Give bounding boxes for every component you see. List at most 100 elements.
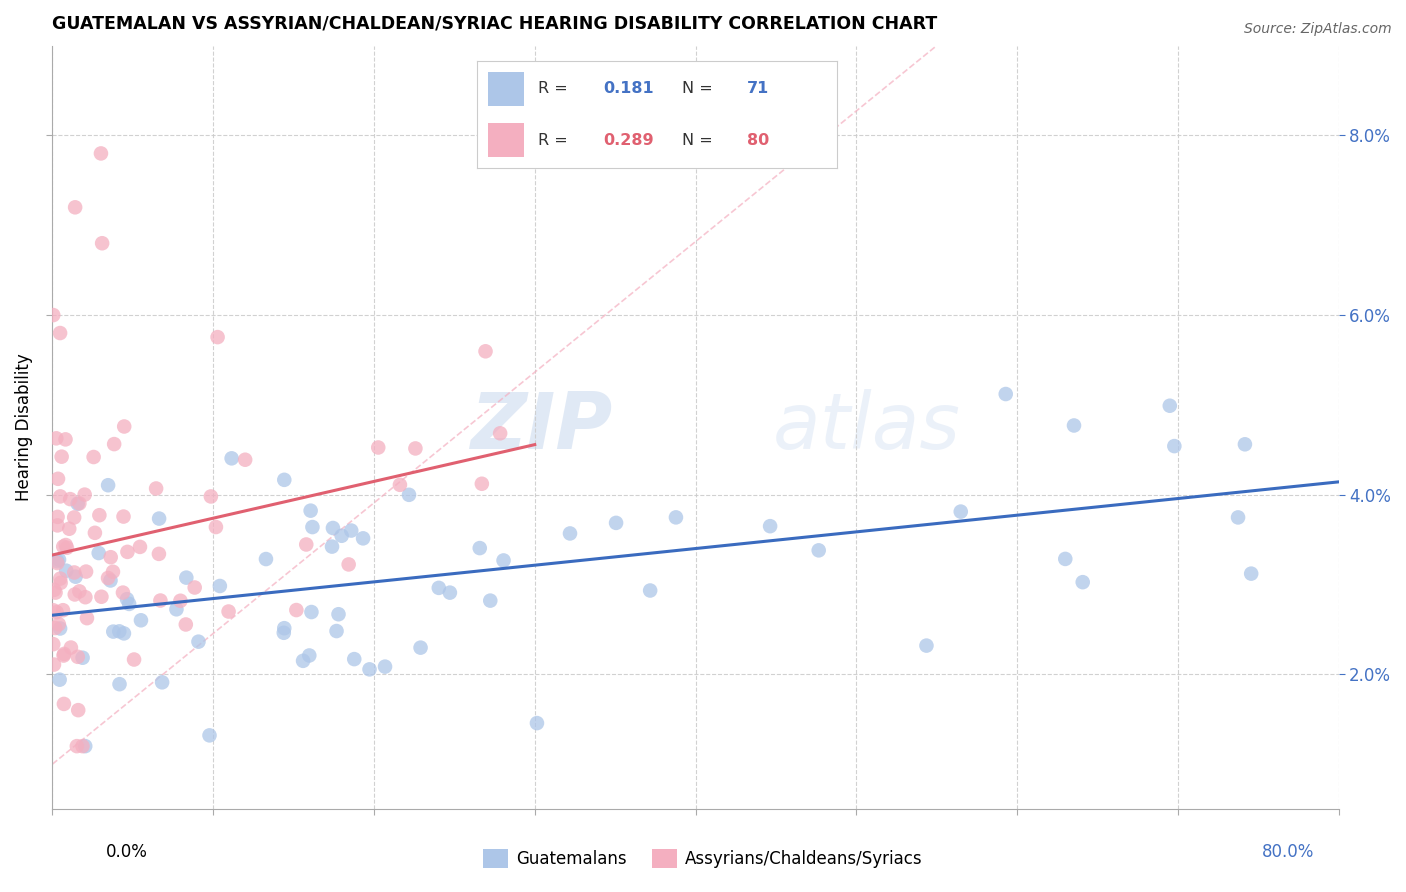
Point — [48, 673, 70, 687]
Point — [72, 650, 94, 665]
Text: Source: ZipAtlas.com: Source: ZipAtlas.com — [1244, 22, 1392, 37]
Point — [75, 739, 97, 753]
Point — [492, 553, 515, 567]
Point — [343, 652, 366, 666]
Point — [97, 478, 120, 492]
Point — [526, 716, 548, 731]
Point — [1063, 418, 1085, 433]
Point — [90, 146, 112, 161]
Point — [915, 639, 938, 653]
Point — [42, 657, 65, 672]
Point — [115, 592, 138, 607]
Point — [174, 617, 197, 632]
Point — [1071, 575, 1094, 590]
Point — [254, 552, 277, 566]
Point — [112, 509, 135, 524]
Point — [337, 558, 360, 572]
Point — [207, 330, 229, 344]
Point — [150, 675, 173, 690]
Point — [66, 739, 89, 753]
Y-axis label: Hearing Disability: Hearing Disability — [15, 353, 32, 501]
Point — [49, 575, 72, 590]
Text: GUATEMALAN VS ASSYRIAN/CHALDEAN/SYRIAC HEARING DISABILITY CORRELATION CHART: GUATEMALAN VS ASSYRIAN/CHALDEAN/SYRIAC H… — [52, 15, 938, 33]
Text: 80.0%: 80.0% — [1263, 843, 1315, 861]
Point — [66, 497, 89, 511]
Point — [72, 739, 94, 753]
Point — [73, 487, 96, 501]
Point — [55, 564, 77, 578]
Point — [474, 344, 496, 359]
Point — [301, 520, 323, 534]
Point — [145, 482, 167, 496]
Point — [66, 649, 89, 664]
Point — [285, 603, 308, 617]
Point — [129, 540, 152, 554]
Point — [187, 634, 209, 648]
Point — [59, 492, 82, 507]
Point — [48, 617, 70, 632]
Legend: Guatemalans, Assyrians/Chaldeans/Syriacs: Guatemalans, Assyrians/Chaldeans/Syriacs — [477, 842, 929, 875]
Point — [75, 591, 97, 605]
Point — [49, 572, 72, 586]
Point — [52, 648, 75, 663]
Point — [169, 593, 191, 607]
Point — [148, 511, 170, 525]
Point — [67, 584, 90, 599]
Point — [489, 426, 512, 441]
Point — [63, 587, 86, 601]
Point — [76, 611, 98, 625]
Point — [87, 546, 110, 560]
Point — [52, 540, 75, 554]
Point — [221, 451, 243, 466]
Point — [665, 510, 688, 524]
Point — [273, 621, 295, 635]
Point — [352, 532, 374, 546]
Point — [298, 648, 321, 663]
Point — [51, 450, 73, 464]
Point — [404, 442, 426, 456]
Point — [58, 522, 80, 536]
Point — [100, 550, 122, 565]
Point — [176, 571, 198, 585]
Point — [299, 503, 322, 517]
Point — [295, 537, 318, 551]
Point — [89, 508, 111, 523]
Point — [330, 529, 353, 543]
Point — [471, 476, 494, 491]
Point — [292, 654, 315, 668]
Point — [45, 431, 67, 445]
Point — [103, 624, 125, 639]
Point — [1240, 566, 1263, 581]
Point — [409, 640, 432, 655]
Point — [55, 538, 77, 552]
Point — [97, 571, 120, 585]
Point — [301, 605, 323, 619]
Point — [359, 662, 381, 676]
Point — [55, 433, 77, 447]
Point — [63, 566, 86, 580]
Point — [112, 626, 135, 640]
Point — [56, 541, 79, 555]
Point — [108, 677, 131, 691]
Point — [165, 602, 187, 616]
Point — [198, 728, 221, 742]
Point — [325, 624, 347, 638]
Point — [807, 543, 830, 558]
Point — [100, 574, 122, 588]
Point — [65, 570, 87, 584]
Point — [111, 585, 134, 599]
Point — [46, 518, 69, 533]
Point — [273, 625, 295, 640]
Point — [322, 521, 344, 535]
Point — [44, 582, 66, 597]
Point — [273, 473, 295, 487]
Point — [1159, 399, 1181, 413]
Point — [233, 452, 256, 467]
Point — [46, 556, 69, 570]
Point — [149, 593, 172, 607]
Point — [468, 541, 491, 555]
Text: atlas: atlas — [773, 389, 960, 466]
Point — [53, 647, 76, 661]
Point — [108, 624, 131, 639]
Point — [67, 703, 90, 717]
